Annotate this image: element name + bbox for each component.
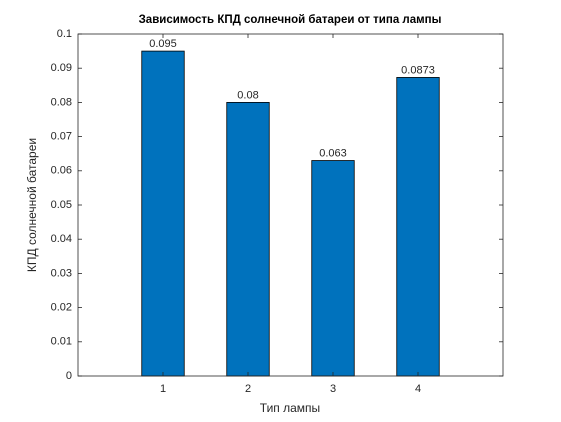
y-tick-label: 0.03: [51, 267, 72, 279]
value-label: 0.095: [149, 38, 177, 50]
value-label: 0.08: [237, 89, 258, 101]
y-tick-label: 0.05: [51, 199, 72, 211]
x-axis-label: Тип лампы: [260, 401, 320, 415]
chart-title: Зависимость КПД солнечной батареи от тип…: [139, 14, 442, 26]
y-tick-label: 0.07: [51, 131, 72, 143]
y-tick-label: 0.08: [51, 96, 72, 108]
bar: [311, 160, 355, 377]
y-tick-label: 0.02: [51, 302, 72, 314]
x-tick-label: 1: [160, 383, 166, 395]
x-tick-label: 2: [245, 383, 251, 395]
y-tick-label: 0.04: [51, 233, 72, 245]
x-tick-label: 3: [330, 383, 336, 395]
y-axis-label: КПД солнечной батареи: [25, 138, 39, 272]
bar: [396, 77, 440, 377]
y-tick-label: 0.09: [51, 62, 72, 74]
y-tick-label: 0.1: [57, 28, 72, 40]
y-tick-label: 0.06: [51, 165, 72, 177]
bar: [141, 50, 185, 377]
bar: [226, 102, 270, 377]
value-label: 0.063: [319, 147, 347, 159]
y-tick-label: 0: [66, 370, 72, 382]
y-tick-label: 0.01: [51, 336, 72, 348]
x-tick-label: 4: [415, 383, 421, 395]
value-label: 0.0873: [401, 64, 435, 76]
